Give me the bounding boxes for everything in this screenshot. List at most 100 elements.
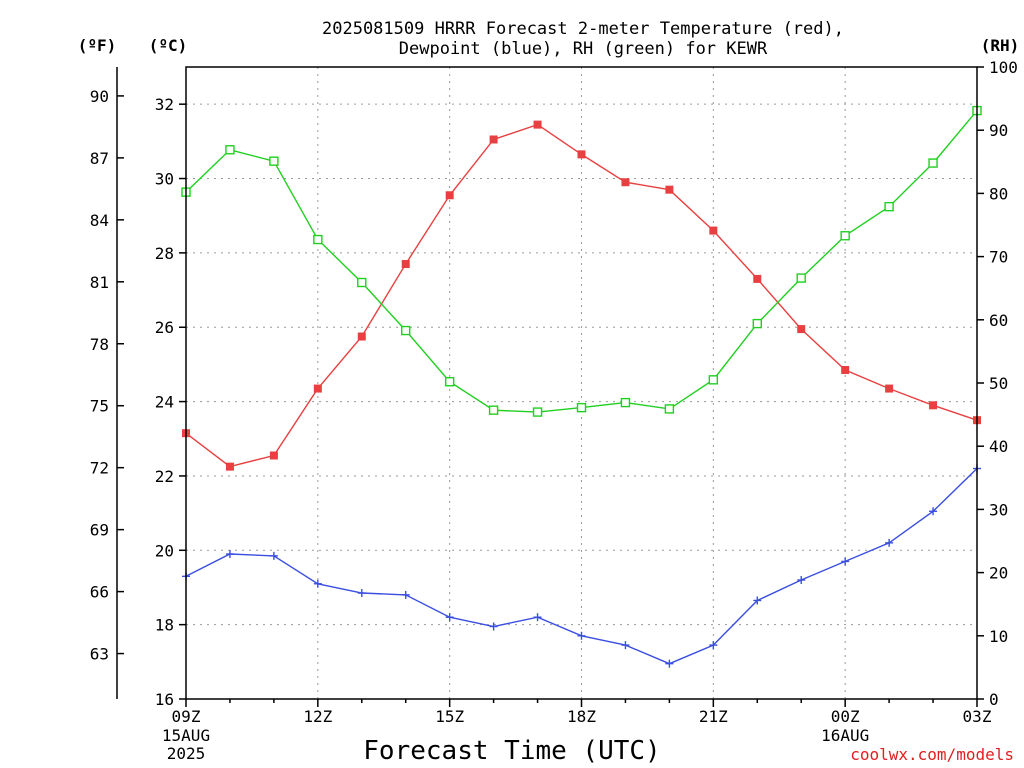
x-tick-label: 21Z (699, 707, 728, 726)
temperature-data-point (533, 120, 542, 129)
rh-data-point (884, 201, 894, 212)
fahrenheit-tick-label: 90 (90, 87, 109, 106)
chart-title-line-1: 2025081509 HRRR Forecast 2-meter Tempera… (322, 19, 844, 39)
rh-tick-label: 80 (989, 184, 1008, 203)
celsius-tick-label: 18 (155, 616, 174, 635)
dewpoint-data-point (577, 631, 586, 640)
rh-tick-label: 70 (989, 248, 1008, 267)
rh-data-point (928, 158, 938, 168)
dewpoint-data-point (357, 589, 366, 598)
fahrenheit-tick-label: 75 (90, 397, 109, 416)
rh-data-point (488, 405, 499, 415)
dewpoint-data-point (709, 641, 718, 650)
fahrenheit-tick-label: 66 (90, 583, 109, 602)
fahrenheit-tick-label: 69 (90, 521, 109, 540)
temperature-data-point (665, 185, 674, 194)
celsius-tick-label: 26 (155, 318, 174, 337)
rh-data-point (620, 397, 631, 408)
temperature-data-point (445, 191, 454, 200)
credit-label: coolwx.com/models (850, 745, 1014, 764)
celsius-tick-label: 20 (155, 541, 174, 560)
x-tick-label: 03Z (963, 707, 992, 726)
dewpoint-data-point (225, 550, 234, 559)
dewpoint-data-point (665, 659, 674, 668)
x-tick-label: 15Z (435, 707, 464, 726)
temperature-data-point (753, 274, 762, 283)
rh-tick-label: 10 (989, 627, 1008, 646)
axes (116, 66, 984, 707)
dewpoint-data-point (533, 613, 542, 622)
rh-tick-label: 40 (989, 437, 1008, 456)
x-tick-label: 18Z (567, 707, 596, 726)
data-series (181, 105, 982, 668)
rh-unit-label: (RH) (981, 36, 1020, 55)
fahrenheit-tick-label: 87 (90, 149, 109, 168)
temperature-data-point (621, 178, 630, 187)
fahrenheit-tick-label: 81 (90, 273, 109, 292)
rh-tick-label: 50 (989, 374, 1008, 393)
temperature-data-point (885, 384, 894, 393)
tick-labels: 16 18 20 22 24 26 28 30 32 63 66 69 72 75 78 81 84 87 90 0 1… (90, 58, 1018, 763)
rh-data-point (708, 375, 719, 385)
temperature-data-point (225, 462, 234, 471)
rh-tick-label: 90 (989, 121, 1008, 140)
rh-tick-label: 100 (989, 58, 1018, 77)
x-tick-label: 09Z (172, 707, 201, 726)
temperature-series-line (185, 123, 978, 468)
rh-data-point (752, 318, 762, 329)
celsius-tick-label: 30 (155, 170, 174, 189)
x-date-label: 2025 (167, 744, 206, 763)
x-tick-label: 00Z (831, 707, 860, 726)
rh-data-point (269, 156, 279, 166)
rh-data-point (796, 273, 806, 283)
temperature-data-point (577, 150, 586, 159)
rh-data-point (840, 231, 850, 241)
rh-tick-label: 60 (989, 311, 1008, 330)
dewpoint-data-point (929, 507, 938, 516)
celsius-unit-label: (ºC) (149, 36, 188, 55)
fahrenheit-tick-label: 72 (90, 459, 109, 478)
celsius-tick-label: 32 (155, 95, 174, 114)
fahrenheit-tick-label: 78 (90, 335, 109, 354)
dewpoint-data-point (753, 596, 762, 605)
dewpoint-data-point (841, 557, 850, 566)
x-date-label: 16AUG (821, 726, 869, 745)
celsius-tick-label: 24 (155, 393, 174, 412)
dewpoint-data-point (269, 551, 278, 560)
celsius-tick-label: 22 (155, 467, 174, 486)
x-date-label: 15AUG (162, 726, 210, 745)
grid-lines (186, 67, 977, 699)
rh-data-point (532, 407, 543, 417)
dewpoint-data-point (885, 538, 894, 547)
rh-data-point (664, 404, 675, 414)
rh-tick-label: 0 (989, 690, 999, 709)
rh-data-point (576, 402, 587, 413)
rh-data-point (444, 377, 455, 387)
temperature-data-point (313, 384, 322, 393)
x-tick-label: 12Z (303, 707, 332, 726)
rh-data-point (225, 145, 235, 155)
temperature-data-point (489, 135, 498, 144)
celsius-tick-label: 28 (155, 244, 174, 263)
temperature-data-point (841, 365, 850, 374)
fahrenheit-tick-label: 63 (90, 645, 109, 664)
dewpoint-data-point (797, 576, 806, 585)
temperature-data-point (709, 226, 718, 235)
dewpoint-data-point (313, 579, 322, 588)
chart-title-line-2: Dewpoint (blue), RH (green) for KEWR (399, 39, 768, 59)
rh-tick-label: 30 (989, 500, 1008, 519)
temperature-data-point (929, 401, 938, 410)
temperature-data-point (357, 332, 366, 341)
rh-data-point (401, 325, 411, 336)
temperature-data-point (269, 451, 278, 460)
celsius-tick-label: 16 (155, 690, 174, 709)
dewpoint-data-point (401, 590, 410, 599)
x-axis-label: Forecast Time (UTC) (363, 736, 660, 766)
dewpoint-data-point (621, 641, 630, 650)
dewpoint-data-point (489, 622, 498, 631)
temperature-data-point (797, 325, 806, 334)
rh-data-point (357, 277, 367, 288)
fahrenheit-unit-label: (ºF) (78, 36, 117, 55)
dewpoint-data-point (445, 613, 454, 622)
